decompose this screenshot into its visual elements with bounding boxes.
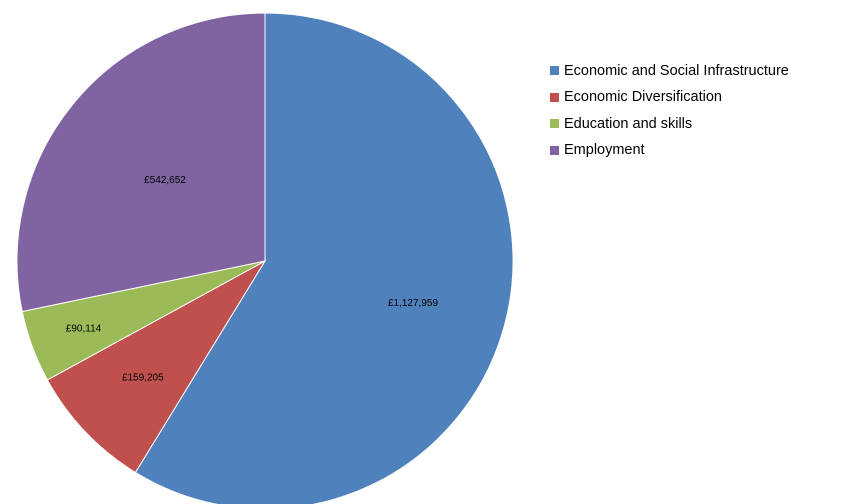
data-label-economic-diversification: £159,205 bbox=[122, 373, 164, 384]
legend-item-economic-diversification: Economic Diversification bbox=[550, 89, 789, 106]
legend-swatch bbox=[550, 145, 559, 155]
legend-item-education-and-skills: Education and skills bbox=[550, 115, 789, 132]
data-label-economic-and-social-infrastructure: £1,127,959 bbox=[388, 298, 438, 309]
legend-label: Employment bbox=[564, 142, 645, 158]
legend: Economic and Social Infrastructure Econom… bbox=[550, 62, 789, 168]
legend-swatch bbox=[550, 92, 559, 102]
legend-item-economic-and-social-infrastructure: Economic and Social Infrastructure bbox=[550, 62, 789, 79]
pie-slice-economic-and-social-infrastructure bbox=[134, 12, 514, 504]
legend-label: Economic and Social Infrastructure bbox=[564, 62, 789, 79]
legend-label: Education and skills bbox=[564, 115, 693, 132]
legend-swatch bbox=[550, 66, 559, 75]
legend-swatch bbox=[550, 119, 559, 128]
data-label-education-and-skills: £90,114 bbox=[66, 323, 102, 334]
data-label-employment: £542,652 bbox=[144, 175, 186, 186]
pie-slice-employment bbox=[16, 12, 266, 313]
pie-slice-economic-diversification bbox=[46, 259, 267, 474]
legend-label: Economic Diversification bbox=[564, 89, 722, 105]
legend-item-employment: Employment bbox=[550, 142, 789, 159]
